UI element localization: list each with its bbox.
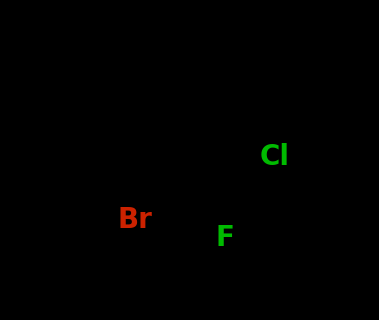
- Text: Br: Br: [117, 206, 152, 234]
- Text: Cl: Cl: [260, 143, 290, 171]
- Text: F: F: [216, 224, 235, 252]
